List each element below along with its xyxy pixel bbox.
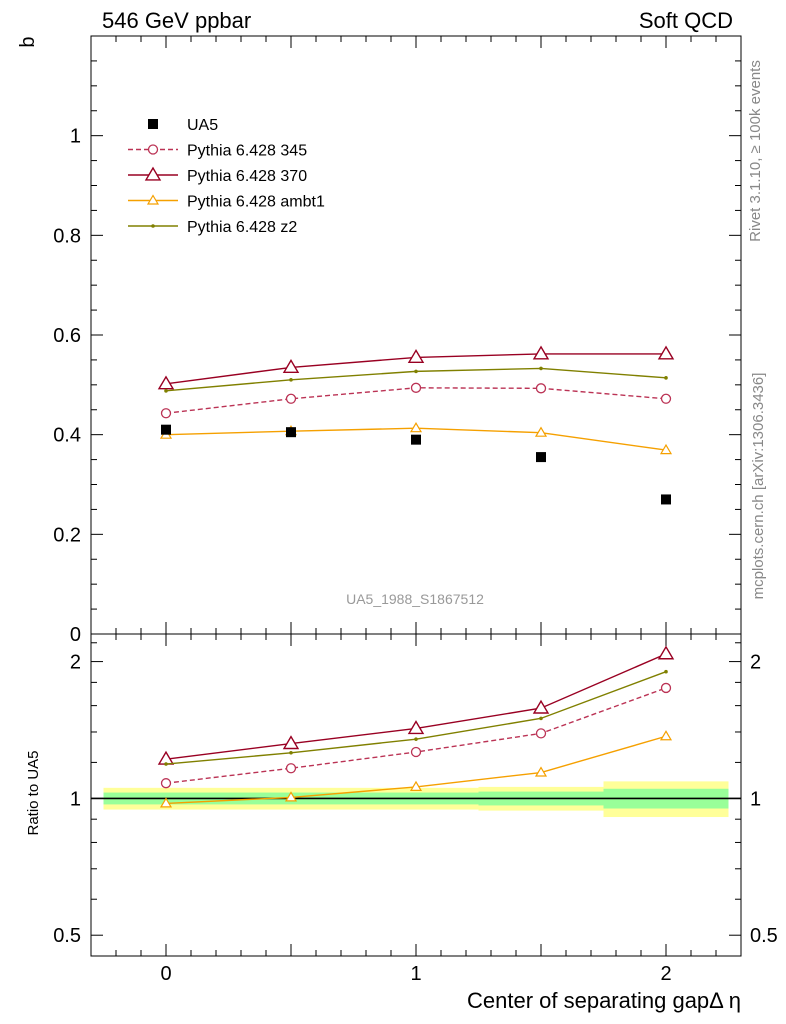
x-tick-label: 2 bbox=[660, 963, 671, 985]
main-point-p370 bbox=[407, 349, 425, 364]
rivet-version-text: Rivet 3.1.10, ≥ 100k events bbox=[747, 60, 764, 242]
mcplots-text: mcplots.cern.ch [arXiv:1306.3436] bbox=[750, 373, 767, 600]
legend-label-z2: Pythia 6.428 z2 bbox=[187, 219, 297, 236]
ratio-point-p345 bbox=[160, 778, 172, 789]
main-point-p370 bbox=[657, 345, 675, 360]
legend-marker-z2 bbox=[151, 224, 155, 228]
ratio-point-ambt1 bbox=[659, 730, 673, 741]
main-point-p370 bbox=[532, 345, 550, 360]
ratio-y-tick-label-left: 2 bbox=[70, 652, 81, 674]
x-tick-label: 0 bbox=[160, 963, 171, 985]
ratio-point-p370 bbox=[282, 735, 300, 750]
main-point-data bbox=[161, 424, 171, 435]
main-point-data bbox=[286, 427, 296, 438]
ratio-point-p370 bbox=[657, 645, 675, 660]
legend-label-ambt1: Pythia 6.428 ambt1 bbox=[187, 194, 325, 211]
main-point-p345 bbox=[160, 408, 172, 419]
main-y-tick-label: 0.8 bbox=[53, 225, 81, 247]
main-point-p345 bbox=[285, 393, 297, 404]
ratio-plot-frame bbox=[90, 633, 742, 957]
ratio-point-ambt1 bbox=[159, 797, 173, 808]
ratio-y-tick-label-right: 0.5 bbox=[750, 925, 778, 947]
main-point-ambt1 bbox=[659, 443, 673, 455]
legend-marker-p370 bbox=[144, 166, 162, 181]
category-label: Soft QCD bbox=[639, 8, 733, 33]
x-tick-label: 1 bbox=[410, 963, 421, 985]
main-point-ambt1 bbox=[409, 422, 423, 433]
main-y-axis-title: b bbox=[17, 36, 39, 47]
main-y-tick-label: 0 bbox=[70, 624, 81, 646]
ratio-line-p370 bbox=[165, 653, 667, 760]
ratio-y-tick-label-right: 2 bbox=[750, 652, 761, 674]
ratio-point-p345 bbox=[285, 763, 297, 774]
ratio-point-p345 bbox=[410, 746, 422, 758]
ratio-y-tick-label-right: 1 bbox=[750, 788, 761, 810]
ratio-point-ambt1 bbox=[284, 791, 298, 802]
legend-marker-p345 bbox=[147, 144, 159, 155]
main-point-p345 bbox=[535, 383, 547, 394]
legend-marker-data bbox=[148, 119, 158, 129]
ratio-y-tick-label-left: 0.5 bbox=[53, 925, 81, 947]
ratio-point-z2 bbox=[414, 737, 418, 741]
energy-label: 546 GeV ppbar bbox=[102, 8, 251, 33]
ratio-y-axis-title: Ratio to UA5 bbox=[25, 750, 42, 835]
ratio-point-p345 bbox=[660, 682, 672, 694]
main-point-p345 bbox=[660, 393, 672, 404]
main-point-ambt1 bbox=[534, 426, 548, 437]
main-point-p370 bbox=[157, 375, 175, 390]
main-point-data bbox=[661, 494, 671, 505]
ratio-point-z2 bbox=[664, 669, 668, 674]
x-axis-title: Center of separating gapΔ η bbox=[467, 988, 741, 1013]
main-point-z2 bbox=[539, 366, 543, 371]
ratio-point-ambt1 bbox=[409, 780, 423, 791]
ratio-point-p370 bbox=[532, 699, 550, 714]
ratio-point-ambt1 bbox=[534, 766, 548, 777]
main-y-tick-label: 1 bbox=[70, 126, 81, 148]
legend-label-p370: Pythia 6.428 370 bbox=[187, 168, 307, 185]
ratio-point-z2 bbox=[539, 716, 543, 721]
ratio-point-z2 bbox=[164, 762, 168, 766]
ratio-point-p345 bbox=[535, 728, 547, 739]
main-point-data bbox=[411, 434, 421, 445]
main-point-z2 bbox=[664, 376, 668, 380]
main-point-z2 bbox=[289, 378, 293, 382]
ratio-point-p370 bbox=[407, 720, 425, 735]
analysis-watermark: UA5_1988_S1867512 bbox=[346, 591, 484, 607]
main-point-p345 bbox=[410, 382, 422, 393]
main-point-z2 bbox=[164, 389, 168, 393]
main-point-z2 bbox=[414, 369, 418, 374]
main-point-data bbox=[536, 452, 546, 463]
main-y-tick-label: 0.2 bbox=[53, 524, 81, 546]
legend-label-data: UA5 bbox=[187, 117, 218, 134]
legend-marker-ambt1 bbox=[146, 194, 160, 205]
main-y-tick-label: 0.4 bbox=[53, 425, 81, 447]
ratio-y-tick-label-left: 1 bbox=[70, 788, 81, 810]
ratio-line-p345 bbox=[165, 687, 667, 784]
main-y-tick-label: 0.6 bbox=[53, 325, 81, 347]
legend-label-p345: Pythia 6.428 345 bbox=[187, 143, 307, 160]
ratio-point-z2 bbox=[289, 750, 293, 755]
main-point-p370 bbox=[282, 359, 300, 373]
